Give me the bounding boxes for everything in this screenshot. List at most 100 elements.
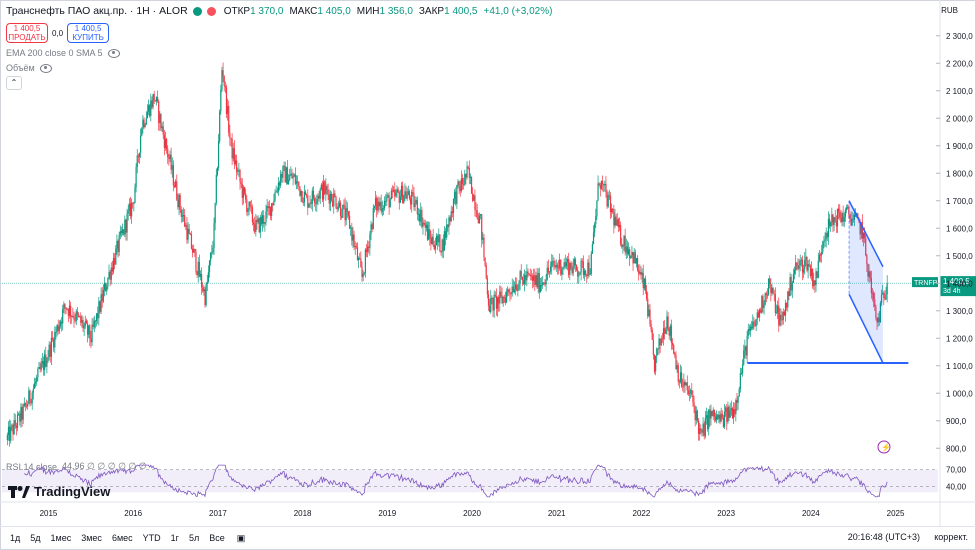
candle-body [136, 155, 138, 167]
candle-body [460, 178, 462, 192]
sell-button[interactable]: 1 400,5 ПРОДАТЬ [6, 23, 48, 43]
ema-indicator-legend[interactable]: EMA 200 close 0 SMA 5 [6, 48, 120, 58]
candle-body [391, 190, 394, 192]
candle-body [702, 423, 704, 433]
candle-body [554, 265, 556, 268]
candle-body [415, 199, 417, 204]
candle-body [494, 294, 496, 297]
candle-body [324, 181, 326, 194]
candle-body [826, 232, 828, 238]
candle-body [240, 181, 242, 184]
candle-body [450, 211, 452, 222]
volume-indicator-legend[interactable]: Объём [6, 63, 52, 73]
candle-body [263, 215, 265, 224]
candle-body [223, 76, 225, 86]
candle-body [439, 234, 441, 252]
rsi-tick-label: 40,00 [946, 483, 967, 492]
candle-body [734, 409, 736, 415]
candle-body [599, 185, 601, 189]
candle-body [45, 354, 47, 367]
candle-body [454, 191, 456, 199]
candle-body [644, 278, 647, 291]
rsi-values: 44,96 ∅ ∅ ∅ ∅ ∅ ∅ [62, 461, 147, 471]
tf-1m[interactable]: 1мес [50, 533, 72, 543]
tf-all[interactable]: Все [209, 533, 225, 543]
candle-body [577, 270, 579, 277]
candle-body [190, 233, 193, 249]
candle-body [824, 239, 826, 241]
candle-body [74, 319, 76, 321]
candle-body [289, 175, 291, 180]
candle-body [461, 178, 464, 185]
candle-body [364, 249, 366, 273]
candle-body [621, 244, 623, 248]
candle-body [29, 390, 31, 402]
candle-body [171, 165, 173, 170]
currency-label[interactable]: RUB [941, 6, 958, 15]
tf-6m[interactable]: 6мес [111, 533, 133, 543]
rsi-legend[interactable]: RSI 14 close 44,96 ∅ ∅ ∅ ∅ ∅ ∅ [6, 461, 147, 472]
candle-body [7, 426, 10, 436]
candle-body [393, 189, 395, 192]
tf-5y[interactable]: 5л [188, 533, 200, 543]
tf-1y[interactable]: 1г [170, 533, 179, 543]
candle-body [591, 244, 593, 254]
candle-body [770, 284, 772, 294]
candle-body [417, 213, 420, 215]
tf-1d[interactable]: 1д [10, 533, 21, 543]
candle-body [421, 209, 423, 227]
candle-body [207, 272, 209, 282]
clock[interactable]: 20:16:48 (UTC+3) [847, 532, 920, 542]
candle-body [721, 413, 723, 418]
candle-body [641, 272, 643, 275]
candle-body [22, 406, 24, 420]
candle-body [367, 246, 369, 252]
candle-body [373, 205, 376, 208]
candle-body [457, 181, 459, 185]
candle-body [212, 247, 214, 253]
date-range-icon[interactable]: ▣ [236, 532, 246, 543]
candle-body [285, 167, 287, 183]
candle-body [555, 264, 557, 268]
candle-body [526, 271, 528, 281]
candle-body [661, 338, 664, 340]
symbol-tag: TRNFP [914, 280, 938, 287]
close-value: 1 400,5 [444, 5, 478, 17]
tradingview-logo[interactable]: TradingView [8, 484, 110, 499]
low-value: 1 356,0 [379, 5, 413, 17]
candle-body [563, 262, 565, 268]
candle-body [47, 357, 49, 361]
candle-body [150, 100, 152, 117]
candle-body [716, 414, 718, 421]
collapse-legend-button[interactable]: ⌃ [6, 76, 22, 90]
candle-body [522, 280, 525, 285]
candle-body [55, 331, 57, 333]
adjustment-mode[interactable]: коррект. [934, 532, 968, 542]
candle-body [389, 199, 391, 208]
candle-body [315, 202, 317, 204]
eye-icon[interactable] [107, 48, 120, 58]
buy-button[interactable]: 1 400,5 КУПИТЬ [67, 23, 110, 43]
candle-body [448, 217, 450, 228]
candle-body [867, 263, 869, 277]
tf-5d[interactable]: 5д [30, 533, 41, 543]
candle-body [701, 430, 703, 433]
candle-body [509, 292, 511, 294]
tf-3m[interactable]: 3мес [81, 533, 102, 543]
candle-body [11, 425, 13, 427]
candle-body [172, 165, 174, 186]
candle-body [344, 205, 346, 221]
candle-body [745, 346, 747, 356]
candle-body [662, 328, 665, 339]
candle-body [696, 410, 699, 421]
candle-body [180, 209, 182, 217]
candle-body [472, 193, 474, 201]
eye-icon[interactable] [39, 63, 52, 73]
candle-body [703, 423, 705, 437]
symbol-title[interactable]: Транснефть ПАО акц.пр. · 1Н · ALOR [6, 5, 188, 17]
y-tick-label: 800,0 [946, 444, 967, 453]
candle-body [158, 101, 160, 123]
tf-ytd[interactable]: YTD [142, 533, 161, 543]
candle-body [333, 193, 335, 207]
